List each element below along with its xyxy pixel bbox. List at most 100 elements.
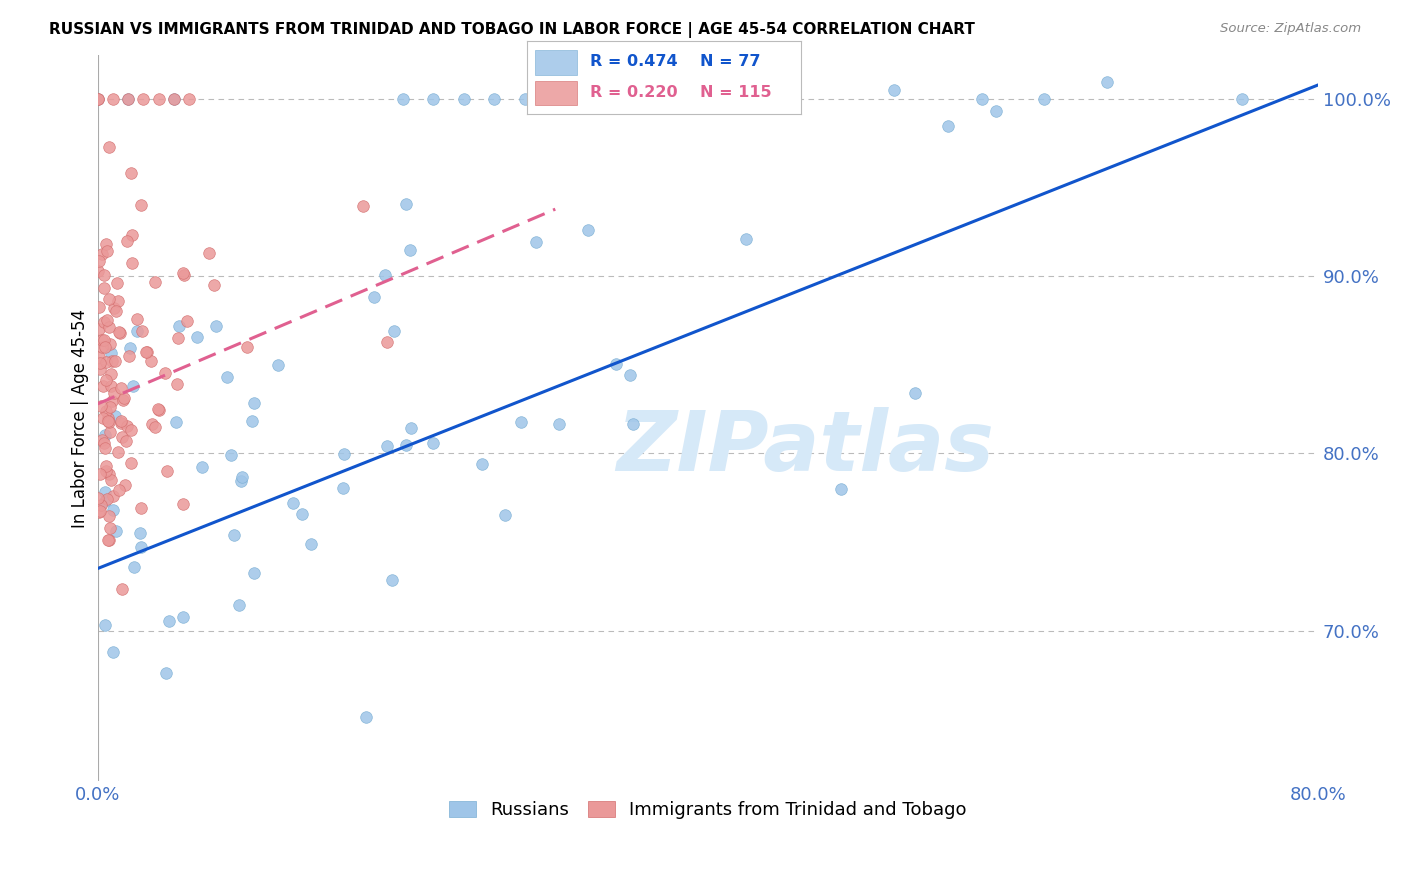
Point: [117, 234, 139, 248]
Point: [224, 528, 246, 542]
Point: [117, 92, 139, 106]
Point: [121, 228, 143, 243]
Text: R = 0.474: R = 0.474: [591, 54, 678, 69]
Point: [382, 325, 405, 339]
Point: [93, 436, 115, 450]
Point: [96, 492, 118, 507]
Point: [363, 290, 385, 304]
Point: [155, 665, 177, 680]
Point: [101, 92, 124, 106]
Point: [122, 379, 145, 393]
Point: [231, 474, 253, 488]
Point: [86, 92, 108, 106]
Point: [94, 494, 117, 508]
Point: [94, 237, 117, 252]
Point: [107, 294, 129, 309]
Text: N = 115: N = 115: [700, 85, 772, 100]
Point: [524, 235, 547, 249]
Point: [103, 386, 125, 401]
Point: [132, 92, 155, 106]
Point: [267, 358, 290, 372]
Point: [1032, 92, 1054, 106]
Point: [830, 483, 852, 497]
Point: [101, 645, 124, 659]
Point: [236, 340, 259, 354]
Point: [120, 166, 142, 180]
Point: [110, 381, 132, 395]
Point: [94, 618, 117, 632]
Point: [93, 281, 115, 295]
Point: [291, 507, 314, 521]
Point: [97, 411, 120, 425]
Point: [399, 244, 422, 258]
Point: [510, 415, 533, 429]
Point: [100, 346, 122, 360]
Point: [129, 540, 152, 554]
Point: [391, 92, 413, 106]
Point: [87, 264, 110, 278]
Point: [97, 467, 120, 481]
Point: [89, 356, 111, 370]
Point: [97, 533, 120, 548]
Point: [135, 345, 157, 359]
Point: [173, 268, 195, 282]
Point: [172, 498, 194, 512]
Point: [143, 275, 166, 289]
Point: [89, 504, 111, 518]
Point: [125, 312, 148, 326]
Point: [94, 373, 117, 387]
Point: [163, 92, 186, 106]
Point: [107, 445, 129, 459]
Point: [110, 416, 132, 430]
Point: [381, 573, 404, 587]
Point: [98, 336, 121, 351]
Point: [352, 198, 374, 212]
Point: [619, 368, 641, 383]
Point: [231, 469, 253, 483]
Point: [93, 410, 115, 425]
Text: N = 77: N = 77: [700, 54, 761, 69]
Point: [100, 378, 122, 392]
Point: [108, 325, 131, 339]
Point: [548, 417, 571, 432]
Y-axis label: In Labor Force | Age 45-54: In Labor Force | Age 45-54: [72, 309, 89, 527]
Point: [148, 403, 170, 417]
Point: [110, 414, 132, 428]
Point: [167, 319, 190, 334]
Point: [117, 92, 139, 106]
Point: [101, 489, 124, 503]
Point: [91, 379, 114, 393]
Point: [179, 92, 201, 106]
Point: [157, 614, 180, 628]
Point: [89, 253, 111, 268]
Point: [120, 423, 142, 437]
Point: [96, 244, 118, 258]
Point: [120, 341, 142, 355]
Point: [111, 582, 134, 596]
Point: [93, 268, 115, 282]
Point: [94, 340, 117, 354]
Point: [172, 610, 194, 624]
Point: [375, 439, 398, 453]
Point: [105, 276, 128, 290]
Point: [129, 500, 152, 515]
Point: [484, 92, 506, 106]
Point: [94, 485, 117, 500]
Point: [166, 376, 188, 391]
Point: [374, 268, 396, 283]
Point: [94, 427, 117, 442]
Point: [395, 197, 418, 211]
Point: [172, 266, 194, 280]
Point: [112, 391, 135, 405]
Point: [621, 417, 644, 431]
FancyBboxPatch shape: [536, 80, 576, 105]
Point: [1095, 75, 1118, 89]
Point: [94, 464, 117, 478]
FancyBboxPatch shape: [536, 50, 576, 75]
Point: [903, 386, 925, 401]
Point: [87, 322, 110, 336]
Point: [118, 349, 141, 363]
Point: [103, 301, 125, 315]
Point: [242, 396, 264, 410]
Point: [91, 433, 114, 447]
